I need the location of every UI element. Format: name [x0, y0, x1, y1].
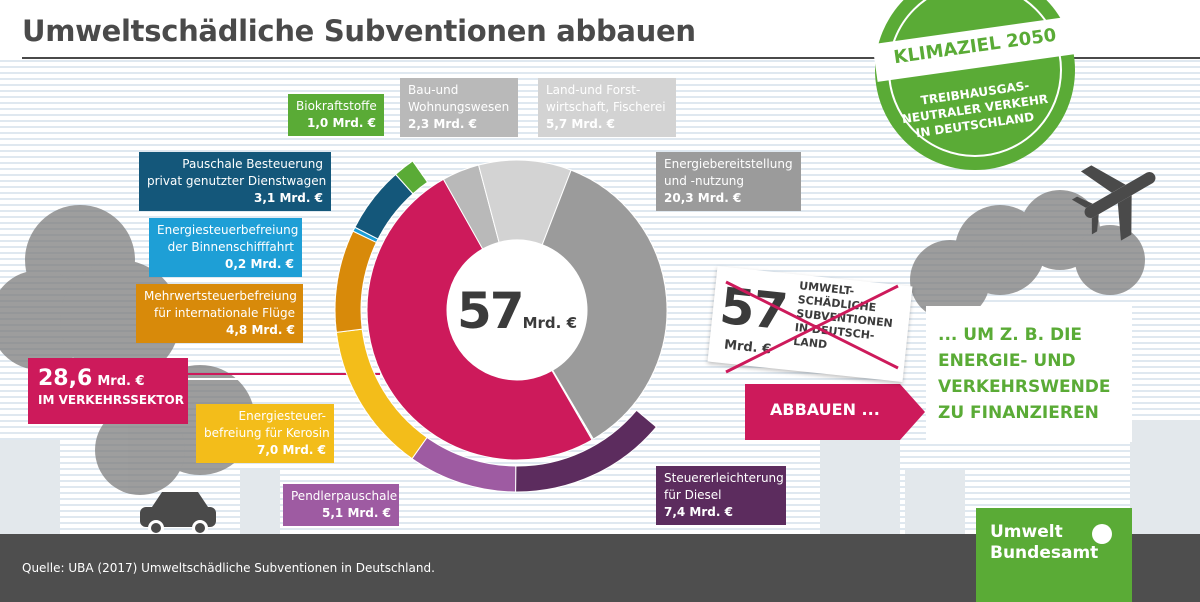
label-text: Mehrwertsteuerbefreiung [144, 289, 297, 303]
klimaziel-stamp [872, 0, 1078, 170]
label-text: Wohnungswesen [408, 100, 510, 114]
label-text: und -nutzung [664, 174, 745, 188]
label-text: Biokraftstoffe [296, 99, 377, 113]
stamp-banner [872, 16, 1078, 82]
label-value: 7,0 Mrd. € [257, 443, 326, 457]
label-value: 4,8 Mrd. € [226, 323, 295, 337]
label-diesel: Steuererleichterung für Diesel 7,4 Mrd. … [656, 466, 786, 525]
finance-line: ENERGIE- UND [938, 351, 1076, 371]
building [240, 470, 280, 534]
total-value: 57 [457, 282, 525, 340]
outer-ring [334, 160, 658, 493]
city-skyline [0, 420, 1200, 534]
label-text: Land-und Forst- [546, 83, 641, 97]
label-value: 3,1 Mrd. € [254, 191, 323, 205]
label-kerosin: Energiesteuer- befreiung für Kerosin 7,0… [196, 404, 334, 463]
label-text: Steuererleichterung [664, 471, 784, 485]
label-biokraftstoffe: Biokraftstoffe 1,0 Mrd. € [288, 94, 384, 136]
donut-center-total: 57Mrd. € [457, 282, 577, 340]
label-text: befreiung für Kerosin [204, 426, 330, 440]
smoke-cloud [95, 405, 185, 495]
building [1130, 420, 1200, 534]
airplane-icon [1071, 165, 1156, 241]
building [905, 470, 965, 534]
title-underline [22, 57, 1200, 59]
label-mehrwertsteuer-fluege: Mehrwertsteuerbefreiung für internationa… [136, 284, 303, 343]
label-binnenschifffahrt: Energiesteuerbefreiung der Binnenschifff… [149, 218, 302, 277]
page-title: Umweltschädliche Subventionen abbauen [22, 14, 696, 48]
label-value: 20,3 Mrd. € [664, 191, 742, 205]
label-text: für internationale Flüge [154, 306, 295, 320]
total-unit: Mrd. € [522, 314, 578, 332]
label-bau-wohnungswesen: Bau-und Wohnungswesen 2,3 Mrd. € [400, 78, 518, 137]
label-text: Pauschale Besteuerung [182, 157, 323, 171]
logo-line-2: Bundesamt [990, 543, 1099, 563]
label-value: 2,3 Mrd. € [408, 117, 477, 131]
finanzieren-box: ... UM Z. B. DIE ENERGIE- UND VERKEHRSWE… [926, 306, 1132, 442]
building [0, 440, 60, 534]
logo-emblem-icon [1092, 524, 1112, 544]
label-text: Energiesteuerbefreiung [157, 223, 299, 237]
finance-line: ZU FINANZIEREN [938, 403, 1099, 423]
umweltbundesamt-logo: Umwelt Bundesamt [976, 508, 1132, 602]
label-pendlerpauschale: Pendlerpauschale 5,1 Mrd. € [283, 484, 399, 526]
verkehrssektor-box: 28,6 Mrd. € IM VERKEHRSSEKTOR [28, 358, 188, 424]
label-dienstwagen: Pauschale Besteuerung privat genutzter D… [139, 152, 331, 211]
building [820, 440, 900, 534]
label-value: 7,4 Mrd. € [664, 505, 733, 519]
logo-line-1: Umwelt [990, 522, 1063, 542]
abbauen-arrow [745, 384, 925, 440]
label-value: 1,0 Mrd. € [307, 116, 376, 130]
verkehr-value: 28,6 [38, 366, 93, 391]
smoke-cloud [1075, 225, 1145, 295]
inner-ring [366, 159, 668, 461]
label-text: wirtschaft, Fischerei [546, 100, 666, 114]
verkehr-unit: Mrd. € [97, 374, 145, 389]
smoke-cloud [910, 240, 990, 320]
finance-line: ... UM Z. B. DIE [938, 325, 1083, 345]
label-text: privat genutzter Dienstwagen [147, 174, 327, 188]
outer-slice-biokraftstoffe [394, 160, 429, 195]
label-text: Pendlerpauschale [291, 489, 398, 503]
label-text: der Binnenschifffahrt [167, 240, 294, 254]
label-value: 5,1 Mrd. € [322, 506, 391, 520]
label-text: Bau-und [408, 83, 459, 97]
finance-line: VERKEHRSWENDE [938, 377, 1111, 397]
label-value: 0,2 Mrd. € [225, 257, 294, 271]
car-icon [140, 492, 216, 536]
verkehr-label: IM VERKEHRSSEKTOR [38, 393, 184, 407]
abbauen-label: ABBAUEN ... [770, 400, 880, 419]
label-value: 5,7 Mrd. € [546, 117, 615, 131]
label-text: Energiesteuer- [238, 409, 326, 423]
label-land-forstwirtschaft: Land-und Forst- wirtschaft, Fischerei 5,… [538, 78, 676, 137]
label-text: Energiebereitstellung [664, 157, 793, 171]
source-note: Quelle: UBA (2017) Umweltschädliche Subv… [22, 561, 435, 575]
strike-cross [725, 280, 899, 374]
donut-hole [447, 240, 587, 380]
label-energiebereitstellung: Energiebereitstellung und -nutzung 20,3 … [656, 152, 801, 211]
label-text: für Diesel [664, 488, 722, 502]
